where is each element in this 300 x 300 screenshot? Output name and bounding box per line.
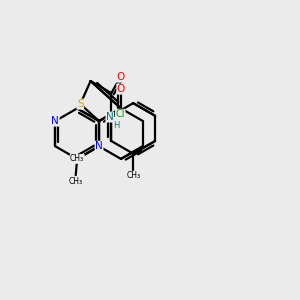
Text: CH₃: CH₃ <box>126 172 140 181</box>
Text: N: N <box>51 116 59 126</box>
Text: N: N <box>106 112 114 122</box>
Text: Cl: Cl <box>116 109 125 119</box>
Text: H: H <box>113 121 120 130</box>
Text: O: O <box>116 72 125 82</box>
Text: N: N <box>95 141 103 151</box>
Text: CH₃: CH₃ <box>69 177 83 186</box>
Text: O: O <box>117 84 125 94</box>
Text: S: S <box>77 99 84 109</box>
Text: CH₃: CH₃ <box>70 154 84 164</box>
